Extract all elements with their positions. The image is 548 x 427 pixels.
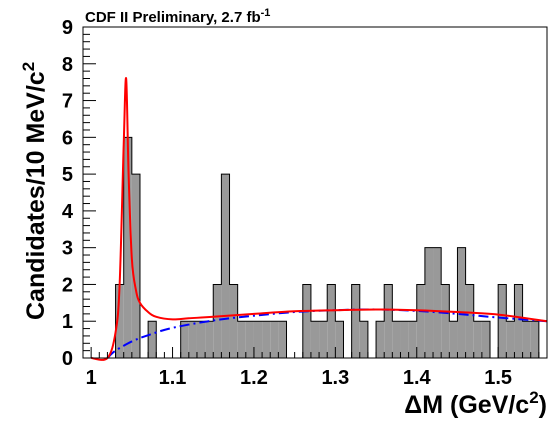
histogram-bar [457,247,466,358]
y-tick-label: 8 [62,54,73,76]
y-tick-label: 6 [62,127,73,149]
chart-title: CDF II Preliminary, 2.7 fb-1 [85,7,270,26]
histogram-bar [278,321,287,358]
histogram-bar [262,321,271,358]
x-tick-label: 1.3 [321,367,349,389]
signal-fit-line [91,77,548,361]
histogram-bar [188,321,197,358]
y-tick-label: 7 [62,91,73,113]
x-tick-label: 1.4 [403,367,432,389]
histogram-bar [498,284,507,358]
y-tick-label: 2 [62,274,73,296]
histogram-bar [253,321,263,358]
histogram-bar [205,321,214,358]
histogram-bar [424,247,434,358]
histogram-bar [302,284,311,358]
x-tick-label: 1 [86,367,97,389]
histogram-bar [180,321,189,358]
histogram-bar [408,321,417,358]
histogram-bar [335,321,344,358]
svg-text:CDF II Preliminary, 2.7 fb-1: CDF II Preliminary, 2.7 fb-1 [85,7,270,26]
histogram-bar [148,321,157,358]
histogram-bar [123,137,132,358]
y-tick-label: 1 [62,311,73,333]
histogram-bar [115,284,124,358]
histogram-bar [213,284,222,358]
histogram-bar [359,321,368,358]
histogram-bar [416,284,425,358]
x-tick-label: 1.2 [240,367,268,389]
y-axis-title: Candidates/10 MeV/c2 [19,62,50,320]
histogram-bar [245,321,254,358]
histogram-bar [384,284,393,358]
histogram-bar [392,321,401,358]
svg-text:Candidates/10 MeV/c2: Candidates/10 MeV/c2 [19,62,50,320]
histogram-bar [514,284,523,358]
histogram-bar [131,174,140,358]
x-tick-label: 1.5 [484,367,512,389]
x-tick-label: 1.1 [159,367,187,389]
histogram-bar [270,321,279,358]
plot-frame [82,26,548,359]
histogram-bar [465,284,474,358]
histogram-bar [400,321,409,358]
histogram-bar [473,321,482,358]
background-fit-line [106,308,548,359]
x-axis-title: ΔM (GeV/c2) [404,388,547,419]
histogram-bar [530,321,539,358]
histogram-bar [327,284,336,358]
y-tick-label: 5 [62,164,73,186]
histogram-bar [319,321,328,358]
y-tick-label: 4 [62,201,74,223]
histogram-bar [376,321,385,358]
histogram-bar [441,284,450,358]
y-tick-label: 9 [62,17,73,39]
histogram-bar [481,321,491,358]
histogram-bar [449,321,458,358]
y-tick-label: 0 [62,348,73,370]
histogram-bar [433,247,442,358]
histogram-bar [237,321,246,358]
histogram-bar [196,321,206,358]
y-tick-label: 3 [62,238,73,260]
histogram-bar [221,174,230,358]
histogram-bar [506,321,515,358]
histogram-bar [310,321,320,358]
histogram-bar [522,321,531,358]
svg-text:ΔM (GeV/c2): ΔM (GeV/c2) [404,388,547,419]
histogram-bar [351,284,360,358]
histogram-bar [229,284,238,358]
